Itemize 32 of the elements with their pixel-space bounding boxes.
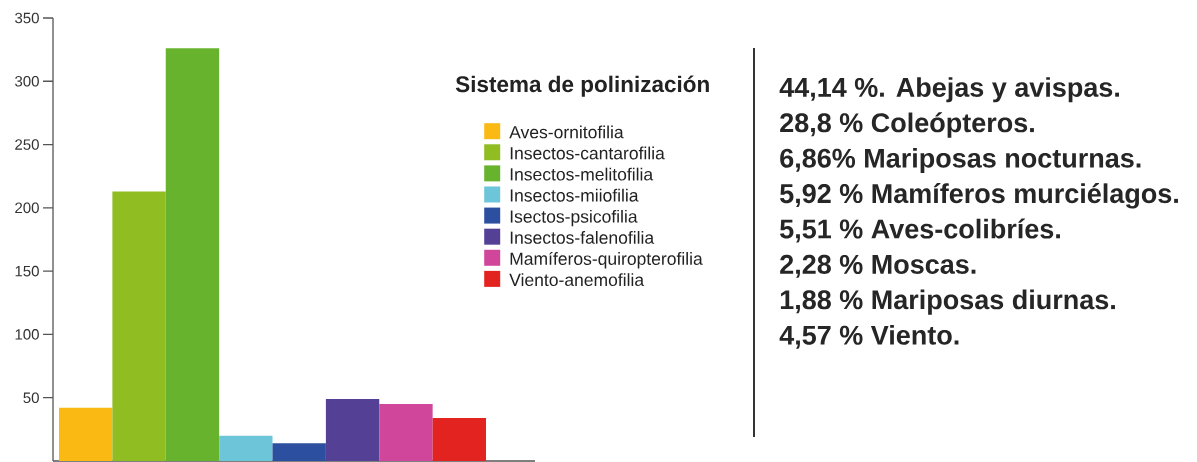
legend-label: Insectos-melitofilia (510, 167, 654, 181)
legend-label: Insectos-falenofilia (510, 230, 655, 244)
y-tick-label: 250 (15, 139, 39, 150)
text: 2,28 % Moscas. (780, 254, 976, 278)
text: 5,92 % Mamíferos murciélagos. (780, 183, 1178, 209)
y-tick-label: 200 (15, 202, 39, 214)
bar (112, 191, 166, 461)
y-tick-label: 100 (15, 329, 39, 340)
bar (432, 417, 487, 461)
y-tick-label: 350 (15, 12, 39, 24)
bar (325, 398, 380, 461)
text: 44,14 %. Abejas y avispas. (779, 77, 1119, 103)
legend-label: Isectos-psicofilia (510, 209, 638, 227)
legend-label: Aves-ornitofilia (509, 125, 624, 139)
legend-label: Viento-anemofilia (509, 273, 645, 287)
y-tick-label: 300 (15, 75, 39, 87)
bar (379, 404, 433, 461)
bar (272, 443, 326, 461)
legend-title: Sistema de polinización (455, 75, 709, 97)
legend-label: Mamíferos-quiropterofilia (510, 251, 703, 269)
text: 1,88 % Mariposas diurnas. (780, 289, 1115, 315)
text: 4,57 % Viento. (779, 324, 959, 349)
legend-label: Insectos-cantarofilia (510, 146, 665, 160)
bar (165, 48, 220, 461)
y-tick-label: 50 (23, 392, 39, 403)
text: 5,51 % Aves-colibríes. (780, 218, 1060, 243)
bar (219, 435, 273, 461)
text: 28,8 % Coleópteros. (780, 112, 1034, 138)
legend-label: Insectos-miiofilia (510, 188, 639, 202)
text: 6,86% Mariposas nocturnas. (780, 147, 1141, 174)
y-tick-label: 150 (15, 265, 39, 277)
bar (59, 407, 113, 461)
